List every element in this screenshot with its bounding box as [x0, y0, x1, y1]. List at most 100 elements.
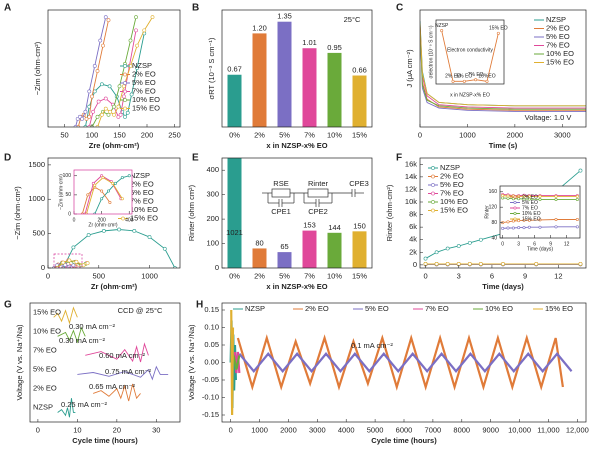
point	[100, 112, 104, 117]
inset-chart: x in NZSP-x% EO σelectron (10⁻⁹ S cm⁻¹) NZ…	[428, 19, 508, 98]
chart-panel: 0 100 200 300 400 0% 2% 5% 7% 10% 15% x in NZSP-x% …	[187, 153, 373, 291]
panel-label: G	[4, 300, 12, 311]
series-label: 7% EO	[33, 345, 57, 354]
x-tick-label: 2%	[254, 271, 265, 280]
line	[53, 306, 78, 325]
legend-marker	[431, 183, 435, 187]
panel-label: F	[396, 153, 402, 164]
x-axis-label: x in NZSP-x% EO	[266, 141, 327, 150]
bar	[327, 52, 342, 127]
legend-label: NZSP	[132, 61, 152, 70]
line	[88, 30, 137, 127]
point	[108, 109, 113, 114]
point	[434, 250, 439, 255]
x-tick-label: 0	[46, 271, 50, 280]
x-tick-label: 12,000	[566, 425, 589, 434]
legend-label: 5% EO	[132, 78, 156, 87]
legend-label: 2% EO	[130, 179, 154, 188]
point	[554, 194, 558, 198]
y-axis-label: −Zim (ohm·cm²)	[33, 41, 42, 95]
annotation: 0.30 mA cm⁻²	[69, 322, 116, 331]
series-label: 2% EO	[33, 383, 57, 392]
x-tick-label: 15%	[352, 271, 367, 280]
point	[87, 114, 92, 119]
x-tick-label: 200	[141, 130, 154, 139]
point	[117, 227, 121, 232]
panel-label: C	[396, 3, 403, 14]
line	[236, 334, 564, 391]
point	[511, 226, 515, 230]
y-tick-label: 6k	[409, 222, 417, 231]
y-tick-label: 0.15	[204, 305, 219, 314]
point	[506, 226, 510, 230]
point	[506, 194, 510, 198]
legend-label: 7% EO	[132, 86, 156, 95]
bar	[252, 248, 267, 268]
y-axis-label: −Zim (ohm·cm²)	[13, 186, 22, 240]
point	[112, 104, 116, 109]
legend-label: 5% EO	[440, 180, 464, 189]
x-tick-label: 50	[60, 130, 68, 139]
point	[63, 263, 68, 267]
plot-frame	[47, 9, 181, 128]
x-tick-label: 500	[93, 271, 106, 280]
point	[107, 189, 111, 193]
point	[112, 112, 116, 117]
value-label: 1.35	[277, 12, 292, 21]
legend-label: 10% EO	[132, 95, 160, 104]
annotation: 25°C	[344, 15, 361, 24]
point	[91, 109, 96, 114]
line	[230, 309, 235, 416]
legend-marker	[431, 200, 435, 204]
value-label: 1021	[226, 228, 243, 237]
point	[132, 228, 137, 233]
point	[117, 84, 122, 89]
y-tick-label: 2k	[409, 247, 417, 256]
point	[575, 194, 579, 198]
point	[90, 94, 94, 99]
value-label: 144	[328, 223, 341, 232]
x-axis-label: x in NZSP-x% EO	[450, 92, 490, 98]
x-tick-label: 3000	[554, 130, 571, 139]
annotation: CPE1	[271, 207, 291, 216]
x-axis-label: Cycle time (hours)	[72, 436, 138, 445]
x-tick-label: 200	[97, 217, 106, 223]
legend-marker	[123, 72, 127, 77]
point-label: 10%EO	[478, 74, 495, 80]
plot-area	[229, 309, 573, 416]
legend-label: 10% EO	[440, 197, 468, 206]
x-tick-label: 0	[418, 130, 422, 139]
x-tick-label: 1000	[141, 271, 158, 280]
y-tick-label: 0.05	[204, 340, 219, 349]
point	[527, 194, 531, 198]
panel-label: D	[4, 153, 11, 164]
annotation: 0.65 mA cm⁻²	[89, 382, 136, 391]
point	[113, 181, 117, 185]
plot-frame	[221, 9, 373, 128]
x-tick-label: 15%	[352, 130, 367, 139]
point	[147, 235, 152, 239]
x-tick-label: 10%	[327, 271, 342, 280]
annotation: CPE2	[308, 207, 328, 216]
x-tick-label: 10%	[327, 130, 342, 139]
legend-label: 5% EO	[130, 188, 154, 197]
point	[517, 226, 521, 230]
y-axis-label: σelectron (10⁻⁹ S cm⁻¹)	[428, 25, 434, 78]
legend-marker	[123, 81, 127, 85]
y-tick-label: 0	[41, 263, 45, 272]
bar	[227, 74, 242, 127]
plot-frame	[47, 157, 181, 269]
point	[108, 201, 112, 205]
annotation: Electron conductivity	[447, 47, 493, 53]
y-tick-label: 0.10	[204, 322, 219, 331]
legend-label: 2% EO	[305, 304, 329, 313]
y-axis-label: J (μA cm⁻²)	[405, 49, 414, 88]
y-axis-label: Voltage (V vs. Na⁺/Na)	[187, 324, 196, 401]
x-tick-label: 11,000	[537, 425, 559, 434]
plot-area	[420, 21, 586, 112]
x-tick-label: 0%	[229, 271, 240, 280]
point	[467, 240, 472, 245]
legend-label: 7% EO	[440, 188, 464, 197]
point-label: 5% EO	[456, 74, 472, 80]
